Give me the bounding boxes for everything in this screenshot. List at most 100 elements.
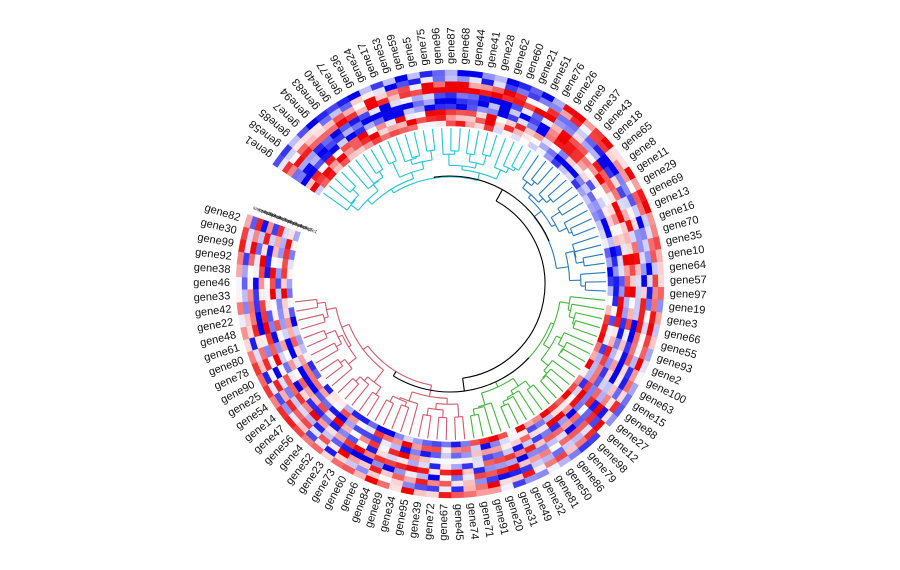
dendrogram-branch	[572, 324, 574, 325]
heatmap-cell	[457, 87, 469, 93]
heatmap-cell	[641, 287, 647, 299]
dendrogram-branch	[411, 172, 413, 178]
dendrogram-branch	[383, 403, 393, 425]
heatmap-cell	[286, 269, 292, 279]
heatmap-cell	[286, 288, 292, 298]
heatmap-cell	[658, 287, 664, 300]
dendrogram-branch	[335, 179, 350, 193]
gene-label: gene46	[193, 277, 230, 289]
heatmap-cell	[441, 442, 451, 448]
dendrogram-branch	[532, 182, 535, 186]
heatmap-cell	[242, 265, 248, 278]
dendrogram-branch	[508, 404, 518, 425]
dendrogram-branch	[342, 172, 356, 187]
dendrogram-branch	[501, 407, 510, 428]
heatmap-cell	[613, 287, 619, 297]
heatmap-cell	[281, 278, 287, 288]
dendrogram-branch	[503, 402, 505, 406]
dendrogram-branch	[475, 163, 476, 168]
heatmap-cell	[445, 76, 457, 82]
heatmap-cell	[652, 262, 658, 275]
heatmap-cell	[247, 277, 253, 289]
dendrogram-branch	[401, 408, 409, 432]
dendrogram-branch	[351, 205, 358, 211]
dendrogram-branch	[573, 328, 597, 337]
dendrogram-branch	[455, 417, 456, 440]
gene-label: gene96	[430, 27, 444, 64]
dendrogram-branch	[573, 227, 595, 236]
heatmap-cell	[456, 115, 466, 121]
heatmap-cell	[635, 287, 641, 298]
heatmap-cell	[613, 277, 619, 287]
dendrogram-branch	[541, 360, 548, 366]
heatmap-cell	[457, 81, 469, 87]
dendrogram-branch	[528, 195, 530, 198]
dendrogram-branch	[376, 387, 381, 394]
dendrogram-branch	[405, 402, 407, 406]
dendrogram-branch	[576, 313, 603, 319]
heatmap-cell	[630, 276, 636, 287]
dendrogram-branch	[427, 408, 428, 415]
heatmap-cell	[635, 264, 641, 276]
dendrogram-branch	[373, 185, 378, 191]
dendrogram-branch	[463, 201, 545, 378]
heatmap-cell	[435, 109, 446, 115]
dendrogram-branch	[511, 391, 513, 395]
dendrogram-branch	[503, 142, 514, 166]
dendrogram-branch	[534, 211, 541, 217]
heatmap-cell	[658, 275, 664, 288]
dendrogram-branch	[396, 138, 405, 162]
heatmap-cell	[652, 287, 658, 299]
gene-label: gene87	[445, 27, 457, 64]
heatmap-cell	[456, 121, 466, 127]
heatmap-cell	[436, 120, 446, 126]
dendrogram-branch	[481, 393, 484, 405]
heatmap-cell	[446, 120, 456, 126]
dendrogram-branch	[375, 400, 386, 421]
dendrogram-branch	[482, 133, 487, 155]
dendrogram-branch	[525, 381, 530, 387]
heatmap-cell	[451, 475, 463, 481]
dendrogram-branch	[585, 290, 606, 291]
heatmap-cell	[451, 453, 461, 459]
dendrogram-branch	[473, 409, 474, 415]
heatmap-cell	[433, 81, 445, 87]
dendrogram-branch	[391, 189, 393, 193]
heatmap-cell	[439, 487, 451, 493]
heatmap-cell	[426, 491, 439, 498]
heatmap-cell	[641, 275, 647, 287]
dendrogram-branch	[437, 417, 439, 439]
dendrogram-branch	[552, 224, 556, 226]
heatmap-cell	[636, 276, 642, 287]
dendrogram-branch	[543, 344, 549, 348]
dendrogram-branch	[436, 403, 437, 409]
dendrogram-branch	[459, 128, 461, 151]
heatmap-cell	[258, 278, 264, 289]
heatmap-cell	[432, 70, 445, 76]
heatmap-cell	[440, 464, 451, 470]
dendrogram-branch	[576, 262, 583, 263]
dendrogram-branch	[419, 415, 424, 437]
dendrogram-branch	[534, 217, 556, 269]
dendrogram-branch	[560, 302, 569, 304]
dendrogram-branch	[431, 151, 432, 160]
dendrogram-branch	[484, 406, 492, 434]
gene-label: gene64	[669, 259, 707, 274]
heatmap-cell	[646, 263, 652, 275]
heatmap-cell	[457, 76, 470, 82]
heatmap-cell	[657, 262, 664, 275]
heatmap-cell	[458, 70, 471, 76]
dendrogram-branch	[409, 404, 417, 435]
heatmap-cell	[607, 267, 613, 277]
heatmap-cell	[440, 470, 451, 476]
heatmap-cell	[236, 289, 242, 302]
dendrogram-branch	[393, 372, 396, 376]
heatmap-cell	[440, 459, 451, 465]
dendrogram-branch	[359, 392, 372, 411]
heatmap-cell	[430, 452, 441, 458]
heatmap-cell	[461, 446, 471, 453]
dendrogram-branch	[574, 245, 601, 252]
dendrogram-branch	[329, 186, 351, 204]
dendrogram-branch	[338, 378, 353, 392]
